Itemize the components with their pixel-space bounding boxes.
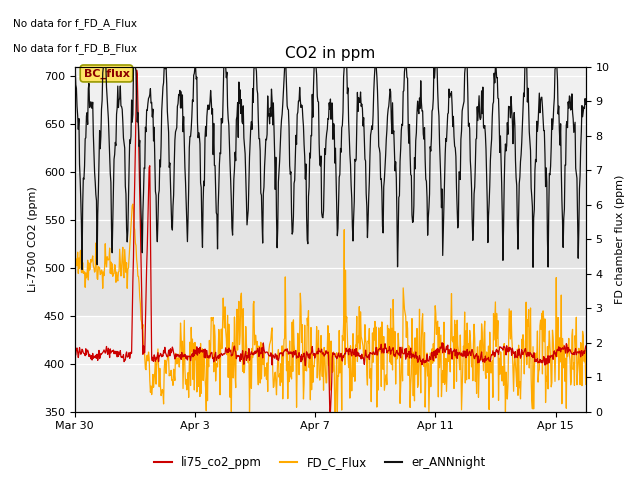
Text: BC_flux: BC_flux [84,68,129,79]
Text: No data for f_FD_A_Flux: No data for f_FD_A_Flux [13,18,137,29]
Y-axis label: Li-7500 CO2 (ppm): Li-7500 CO2 (ppm) [28,186,38,292]
Title: CO2 in ppm: CO2 in ppm [285,47,375,61]
Bar [74,124,586,316]
Text: No data for f_FD_B_Flux: No data for f_FD_B_Flux [13,43,137,53]
Legend: li75_co2_ppm, FD_C_Flux, er_ANNnight: li75_co2_ppm, FD_C_Flux, er_ANNnight [149,452,491,474]
Y-axis label: FD chamber flux (ppm): FD chamber flux (ppm) [615,175,625,304]
